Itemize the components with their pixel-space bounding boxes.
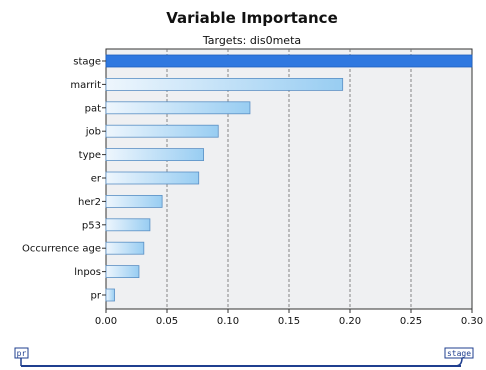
- bar-her2: [105, 194, 163, 208]
- bar-pr: [105, 288, 115, 302]
- category-label: marrit: [70, 80, 101, 91]
- x-tick-label: 0.20: [339, 316, 361, 327]
- category-label: pr: [91, 291, 102, 302]
- chart-title: Variable Importance: [166, 9, 338, 27]
- importance-slider[interactable]: pr stage: [14, 347, 474, 367]
- category-label: job: [85, 127, 101, 138]
- bar-marrit: [105, 78, 344, 91]
- slider-right-label: stage: [447, 349, 471, 358]
- x-tick-label: 0.00: [95, 316, 117, 327]
- slider-left-label: pr: [17, 349, 27, 358]
- slider-right-handle[interactable]: [444, 347, 474, 359]
- chart-subtitle: Targets: dis0meta: [202, 34, 301, 47]
- bar-pat: [105, 101, 251, 115]
- category-label: type: [79, 150, 101, 161]
- slider-right-connector: [454, 357, 463, 367]
- category-label: Occurrence age: [22, 244, 101, 255]
- x-tick-label: 0.05: [156, 316, 178, 327]
- category-label: pat: [85, 103, 101, 114]
- category-label: stage: [73, 57, 101, 68]
- bar-job: [105, 124, 219, 138]
- bar-er: [105, 171, 200, 185]
- x-tick-label: 0.30: [461, 316, 483, 327]
- category-label: her2: [78, 197, 101, 208]
- bar-stage: [105, 54, 473, 68]
- x-tick-label: 0.10: [217, 316, 239, 327]
- bar-type: [105, 148, 204, 162]
- category-label: p53: [82, 220, 101, 231]
- x-axis-ticks: 0.00 0.05 0.10 0.15 0.20 0.25 0.30: [95, 309, 483, 327]
- category-label: lnpos: [74, 267, 101, 278]
- category-label: er: [91, 174, 102, 185]
- bar-p53: [105, 218, 151, 232]
- x-tick-label: 0.15: [278, 316, 300, 327]
- bar-lnpos: [105, 265, 140, 279]
- category-labels: stage marrit pat job type er her2 p53 Occurrence…: [22, 57, 106, 302]
- x-tick-label: 0.25: [400, 316, 422, 327]
- bar-occurrence-age: [105, 241, 145, 255]
